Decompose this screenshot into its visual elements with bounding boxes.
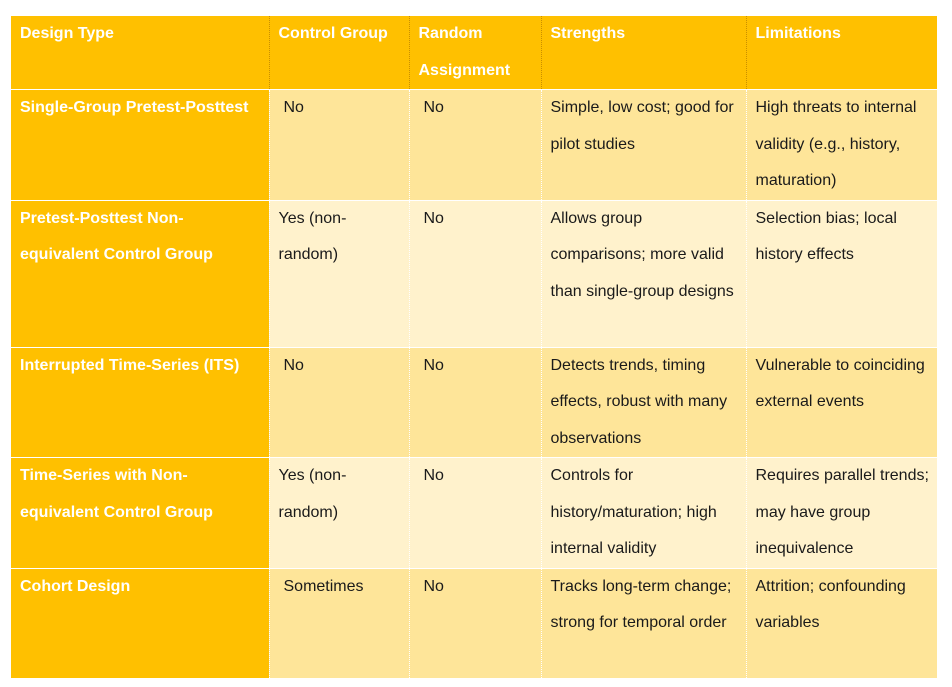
cell-limitations: High threats to internal validity (e.g.,…: [746, 89, 937, 201]
cell-random-assignment: No: [409, 457, 542, 569]
cell-strengths: Detects trends, timing effects, robust w…: [541, 347, 747, 458]
header-design-type: Design Type: [11, 16, 270, 90]
cell-limitations: Requires parallel trends; may have group…: [746, 457, 937, 569]
table-header: Design Type Control Group Random Assignm…: [11, 16, 937, 90]
table-row: Pretest-Posttest Non-equivalent Control …: [11, 200, 937, 348]
cell-design-type: Time-Series with Non-equivalent Control …: [11, 457, 270, 569]
cell-control-group: Yes (non-random): [269, 200, 410, 348]
cell-design-type: Interrupted Time-Series (ITS): [11, 347, 270, 458]
cell-random-assignment: No: [409, 568, 542, 679]
cell-design-type: Pretest-Posttest Non-equivalent Control …: [11, 200, 270, 348]
table-body: Single-Group Pretest-Posttest No No Simp…: [11, 89, 937, 679]
cell-control-group: No: [269, 89, 410, 201]
cell-design-type: Single-Group Pretest-Posttest: [11, 89, 270, 201]
table-row: Single-Group Pretest-Posttest No No Simp…: [11, 89, 937, 201]
header-strengths: Strengths: [541, 16, 747, 90]
table-row: Cohort Design Sometimes No Tracks long-t…: [11, 568, 937, 679]
header-random-assignment: Random Assignment: [409, 16, 542, 90]
cell-strengths: Controls for history/maturation; high in…: [541, 457, 747, 569]
design-comparison-table: Design Type Control Group Random Assignm…: [11, 16, 937, 679]
cell-random-assignment: No: [409, 200, 542, 348]
header-control-group: Control Group: [269, 16, 410, 90]
table-row: Time-Series with Non-equivalent Control …: [11, 457, 937, 569]
header-row: Design Type Control Group Random Assignm…: [11, 16, 937, 90]
cell-design-type: Cohort Design: [11, 568, 270, 679]
cell-limitations: Vulnerable to coinciding external events: [746, 347, 937, 458]
table-row: Interrupted Time-Series (ITS) No No Dete…: [11, 347, 937, 458]
cell-strengths: Simple, low cost; good for pilot studies: [541, 89, 747, 201]
cell-strengths: Allows group comparisons; more valid tha…: [541, 200, 747, 348]
header-limitations: Limitations: [746, 16, 937, 90]
cell-limitations: Selection bias; local history effects: [746, 200, 937, 348]
cell-random-assignment: No: [409, 89, 542, 201]
cell-strengths: Tracks long-term change; strong for temp…: [541, 568, 747, 679]
cell-limitations: Attrition; confounding variables: [746, 568, 937, 679]
cell-control-group: No: [269, 347, 410, 458]
cell-random-assignment: No: [409, 347, 542, 458]
cell-control-group: Yes (non-random): [269, 457, 410, 569]
cell-control-group: Sometimes: [269, 568, 410, 679]
